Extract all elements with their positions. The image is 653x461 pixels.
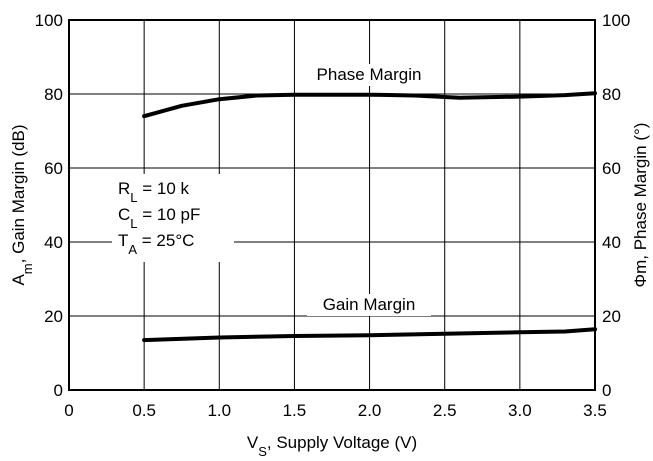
- y-tick-label-left: 40: [44, 233, 63, 252]
- y-tick-label-left: 100: [35, 11, 63, 30]
- y-tick-label-right: 40: [602, 233, 621, 252]
- x-tick-label: 2.0: [358, 401, 382, 420]
- x-tick-label: 1.0: [207, 401, 231, 420]
- x-tick-label: 3.0: [508, 401, 532, 420]
- series-lines: [142, 91, 597, 343]
- y-tick-label-right: 80: [602, 85, 621, 104]
- y-tick-label-right: 100: [602, 11, 630, 30]
- condition-line: RL = 10 k: [118, 179, 190, 205]
- x-tick-label: 1.5: [283, 401, 307, 420]
- gain-margin-label-bg: [307, 294, 431, 316]
- x-tick-label: 3.5: [583, 401, 607, 420]
- x-tick-label: 2.5: [433, 401, 457, 420]
- y-tick-label-left: 20: [44, 307, 63, 326]
- gain-margin-label: Gain Margin: [323, 295, 416, 314]
- x-axis-label: VS, Supply Voltage (V): [247, 433, 417, 459]
- grid: [69, 20, 595, 390]
- y-axis-label-right: Φm, Phase Margin (°): [631, 123, 650, 288]
- x-tick-label: 0.5: [132, 401, 156, 420]
- x-tick-labels: 0 0.5 1.0 1.5 2.0 2.5 3.0 3.5: [64, 401, 607, 420]
- y-tick-label-right: 0: [602, 381, 611, 400]
- conditions-box: [112, 174, 234, 262]
- gain-margin-line: [142, 327, 597, 343]
- y-tick-label-left: 80: [44, 85, 63, 104]
- condition-line: CL = 10 pF: [118, 205, 200, 231]
- y-tick-label-right: 20: [602, 307, 621, 326]
- condition-line: TA = 25°C: [118, 231, 194, 257]
- y-tick-labels-left: 0 20 40 60 80 100: [35, 11, 63, 400]
- phase-margin-label-bg: [307, 64, 431, 86]
- phase-margin-label: Phase Margin: [317, 65, 422, 84]
- axis-labels: VS, Supply Voltage (V) Am, Gain Margin (d…: [9, 123, 650, 459]
- y-tick-label-left: 60: [44, 159, 63, 178]
- y-tick-labels-right: 0 20 40 60 80 100: [602, 11, 630, 400]
- y-axis-label-left: Am, Gain Margin (dB): [9, 124, 35, 285]
- y-tick-label-right: 60: [602, 159, 621, 178]
- plot-frame: [68, 19, 596, 391]
- y-tick-label-left: 0: [54, 381, 63, 400]
- x-tick-label: 0: [64, 401, 73, 420]
- phase-margin-line: [142, 91, 597, 119]
- series-labels: Phase Margin Gain Margin: [307, 64, 431, 316]
